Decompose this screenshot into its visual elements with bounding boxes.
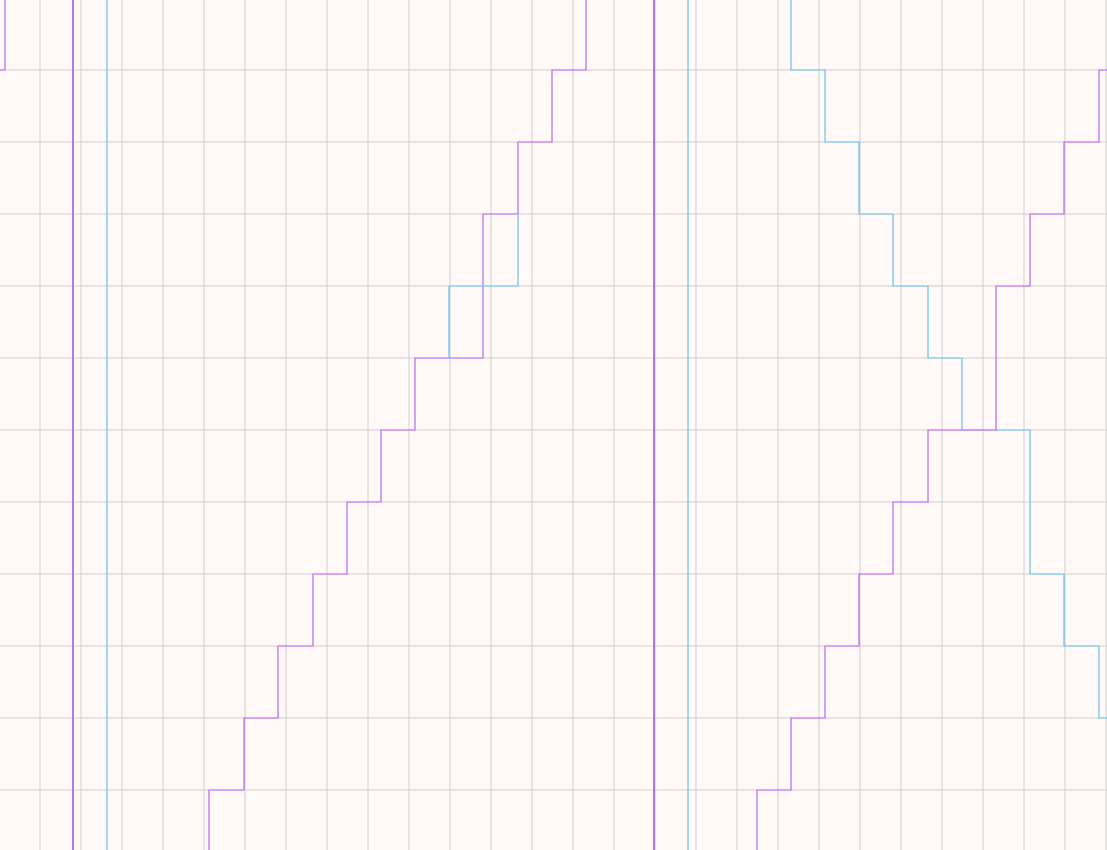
magenta-trace-fragment <box>0 0 6 71</box>
magenta-staircase-left <box>208 0 587 850</box>
magenta-staircase-right <box>756 69 1107 850</box>
blue-staircase-right <box>790 0 1107 719</box>
blue-segment-left <box>448 214 519 358</box>
